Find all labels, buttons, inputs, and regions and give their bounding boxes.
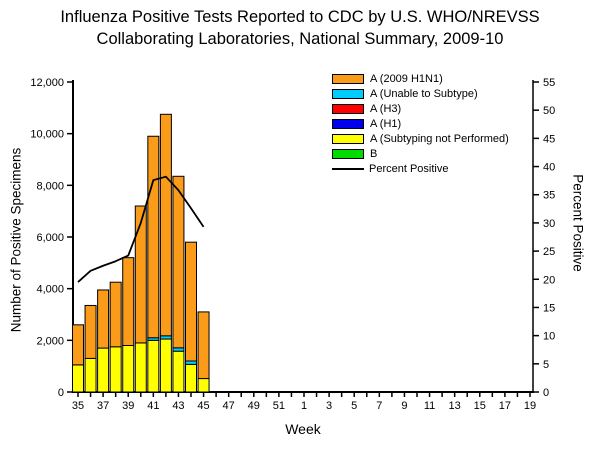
right-axis-tick-label: 40: [543, 162, 555, 174]
x-axis-tick-label: 45: [197, 400, 209, 412]
right-axis-tick-label: 55: [543, 77, 555, 89]
x-axis-tick-label: 37: [97, 400, 109, 412]
left-axis-tick-label: 0: [58, 387, 64, 399]
legend-color-swatch: [332, 133, 364, 144]
right-axis-tick-label: 10: [543, 331, 555, 343]
x-axis-tick-label: 51: [273, 400, 285, 412]
x-axis-tick-label: 5: [351, 400, 357, 412]
x-axis-tick-label: 15: [474, 400, 486, 412]
legend-item: A (H1): [332, 116, 509, 131]
bar-segment: [185, 360, 197, 365]
legend-item: A (Unable to Subtype): [332, 86, 509, 101]
bar-segment: [185, 363, 197, 393]
bar-segment: [122, 257, 135, 346]
right-axis-tick-label: 35: [543, 190, 555, 202]
left-axis-tick-label: 8,000: [36, 180, 64, 192]
legend-item: Percent Positive: [332, 161, 509, 176]
x-axis-tick-label: 17: [499, 400, 511, 412]
right-axis-tick-label: 0: [543, 387, 549, 399]
legend-label: B: [370, 147, 378, 160]
legend-color-swatch: [332, 148, 364, 159]
right-axis-tick-label: 15: [543, 302, 555, 314]
bar-segment: [72, 364, 84, 393]
right-axis-tick-label: 45: [543, 133, 555, 145]
bar-segment: [122, 345, 135, 393]
left-axis-tick-label: 4,000: [36, 284, 64, 296]
bar-segment: [147, 135, 160, 339]
bar-segment: [147, 339, 160, 393]
chart-title-line1: Influenza Positive Tests Reported to CDC…: [60, 8, 540, 26]
x-axis-tick-label: 19: [524, 400, 536, 412]
bar-segment: [172, 347, 185, 352]
bar-segment: [97, 347, 110, 393]
bar-segment: [84, 304, 97, 359]
right-axis-title: Percent Positive: [570, 174, 586, 272]
bar-segment: [72, 324, 84, 366]
x-axis-tick-label: 9: [401, 400, 407, 412]
legend-color-swatch: [332, 118, 364, 129]
right-axis-tick-label: 30: [543, 218, 555, 230]
bar-segment: [109, 346, 122, 393]
right-axis-tick-label: 50: [543, 105, 555, 117]
legend-label: A (H3): [370, 102, 402, 115]
legend-label: A (Subtyping not Performed): [370, 132, 509, 145]
x-axis-tick-label: 49: [248, 400, 260, 412]
right-axis-tick-label: 5: [543, 359, 549, 371]
bar-segment: [159, 338, 172, 393]
chart-legend: A (2009 H1N1) A (Unable to Subtype) A (H3)…: [332, 71, 509, 176]
bar-segment: [172, 350, 185, 393]
bar-segment: [134, 342, 147, 393]
bar-segment: [109, 281, 122, 348]
left-axis-tick-label: 12,000: [30, 77, 64, 89]
x-axis-tick-label: 13: [449, 400, 461, 412]
x-axis-title: Week: [285, 421, 321, 437]
left-axis-tick-label: 6,000: [36, 232, 64, 244]
right-axis-tick-label: 25: [543, 246, 555, 258]
legend-color-swatch: [332, 103, 364, 114]
bar-segment: [197, 311, 210, 380]
bar-segment: [172, 175, 185, 349]
legend-item: B: [332, 146, 509, 161]
x-axis-tick-label: 35: [72, 400, 84, 412]
left-axis-title: Number of Positive Specimens: [8, 147, 24, 333]
legend-label: A (H1): [370, 117, 402, 130]
legend-line-swatch: [332, 167, 364, 170]
x-axis-tick-label: 47: [223, 400, 235, 412]
left-axis-tick-label: 10,000: [30, 129, 64, 141]
legend-label: A (Unable to Subtype): [370, 87, 478, 100]
legend-item: A (2009 H1N1): [332, 71, 509, 86]
left-axis-tick-label: 2,000: [36, 335, 64, 347]
legend-color-swatch: [332, 73, 364, 84]
bar-segment: [97, 289, 110, 349]
x-axis-tick-label: 1: [301, 400, 307, 412]
bar-segment: [84, 357, 97, 393]
legend-item: A (Subtyping not Performed): [332, 131, 509, 146]
x-axis-tick-label: 39: [122, 400, 134, 412]
legend-label: Percent Positive: [369, 162, 449, 175]
legend-item: A (H3): [332, 101, 509, 116]
chart-title-line2: Collaborating Laboratories, National Sum…: [96, 30, 504, 49]
chart-title: Influenza Positive Tests Reported to CDC…: [0, 6, 600, 51]
percent-positive-line: [77, 175, 205, 283]
legend-label: A (2009 H1N1): [370, 72, 443, 85]
x-axis-tick-label: 3: [326, 400, 332, 412]
x-axis-tick-label: 11: [424, 400, 435, 412]
x-axis-tick-label: 43: [172, 400, 184, 412]
x-axis-tick-label: 7: [376, 400, 382, 412]
x-axis-tick-label: 41: [147, 400, 159, 412]
bar-segment: [134, 205, 147, 344]
legend-color-swatch: [332, 88, 364, 99]
bar-segment: [185, 241, 197, 362]
bar-segment: [197, 378, 210, 393]
bar-segment: [159, 113, 172, 337]
right-axis-tick-label: 20: [543, 274, 555, 286]
